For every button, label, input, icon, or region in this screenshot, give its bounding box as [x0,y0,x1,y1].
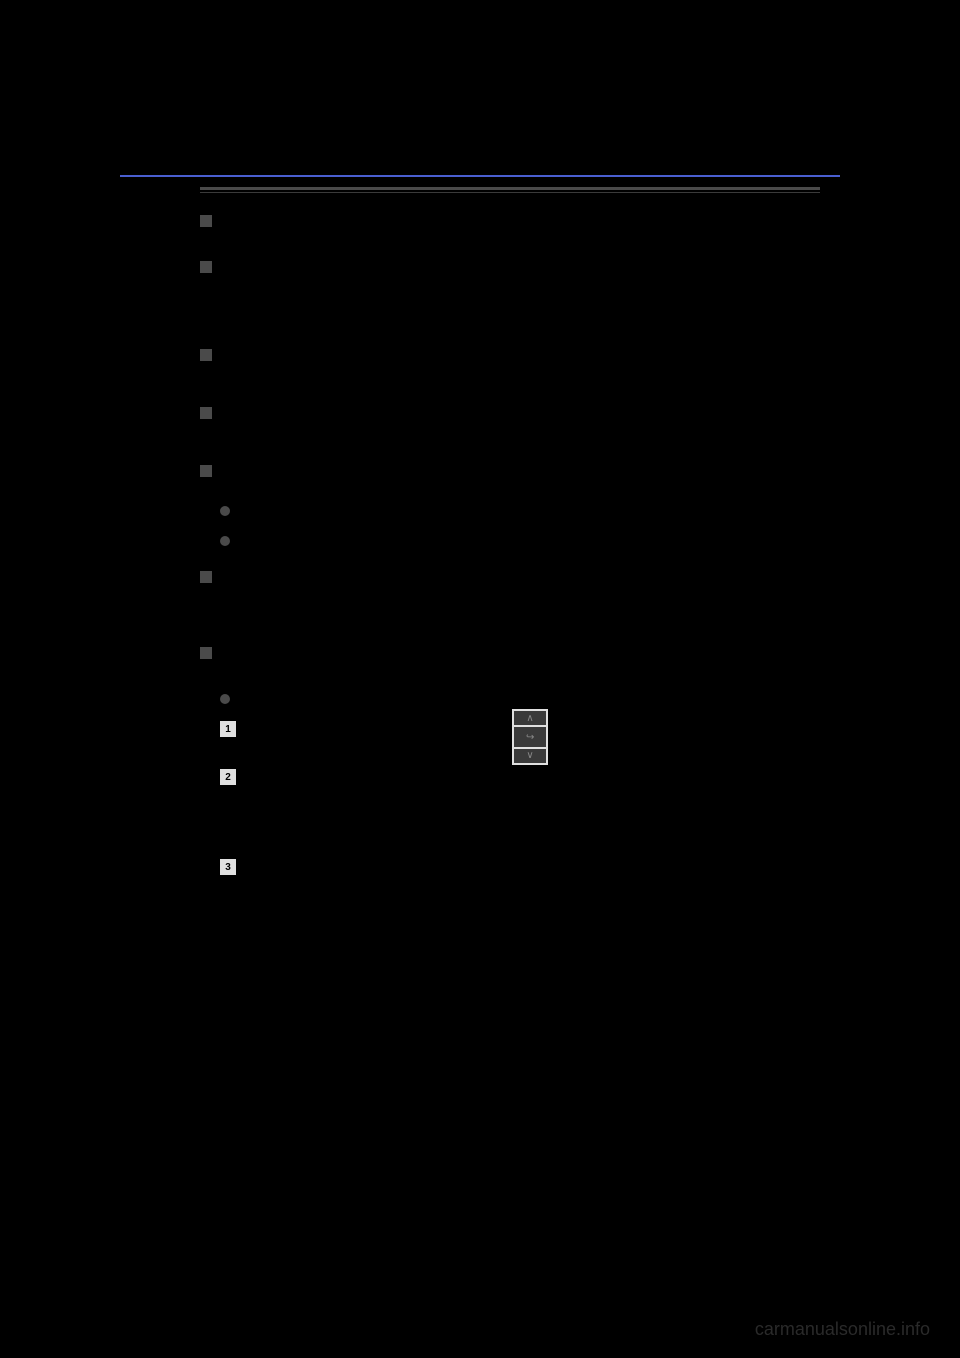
step-number-icon: 3 [220,859,236,875]
circle-bullet-icon [220,506,230,516]
list-item [200,645,840,661]
square-bullet-icon [200,647,212,659]
step-item: 2 [220,769,840,785]
rule-gray-thin [200,192,820,193]
square-bullet-icon [200,407,212,419]
list-item-nested [220,503,840,519]
square-bullet-icon [200,349,212,361]
square-bullet-icon [200,261,212,273]
spacer [120,445,840,463]
spacer [120,387,840,405]
rule-gray-thick [200,187,820,190]
step-number-icon: 2 [220,769,236,785]
list-item [200,213,840,229]
return-button-icon: ↩ [514,727,546,747]
list-item [200,463,840,479]
circle-bullet-icon [220,694,230,704]
circle-bullet-icon [220,536,230,546]
list-item [200,259,840,275]
spacer [120,609,840,645]
list-item-nested [220,691,840,707]
spacer [120,799,840,859]
step-item: 3 [220,859,840,875]
list-item-nested [220,533,840,549]
watermark-text: carmanualsonline.info [755,1319,930,1340]
up-button-icon: ∧ [514,711,546,725]
spacer [120,751,840,769]
down-button-icon: ∨ [514,749,546,763]
list-item [200,569,840,585]
page-content: 1 2 ∧ ↩ ∨ 3 [120,175,840,889]
square-bullet-icon [200,465,212,477]
list-item [200,405,840,421]
square-bullet-icon [200,571,212,583]
rule-blue [120,175,840,177]
spacer [120,299,840,347]
step-number-icon: 1 [220,721,236,737]
control-button-graphic: ∧ ↩ ∨ [512,709,548,765]
list-item [200,347,840,363]
square-bullet-icon [200,215,212,227]
